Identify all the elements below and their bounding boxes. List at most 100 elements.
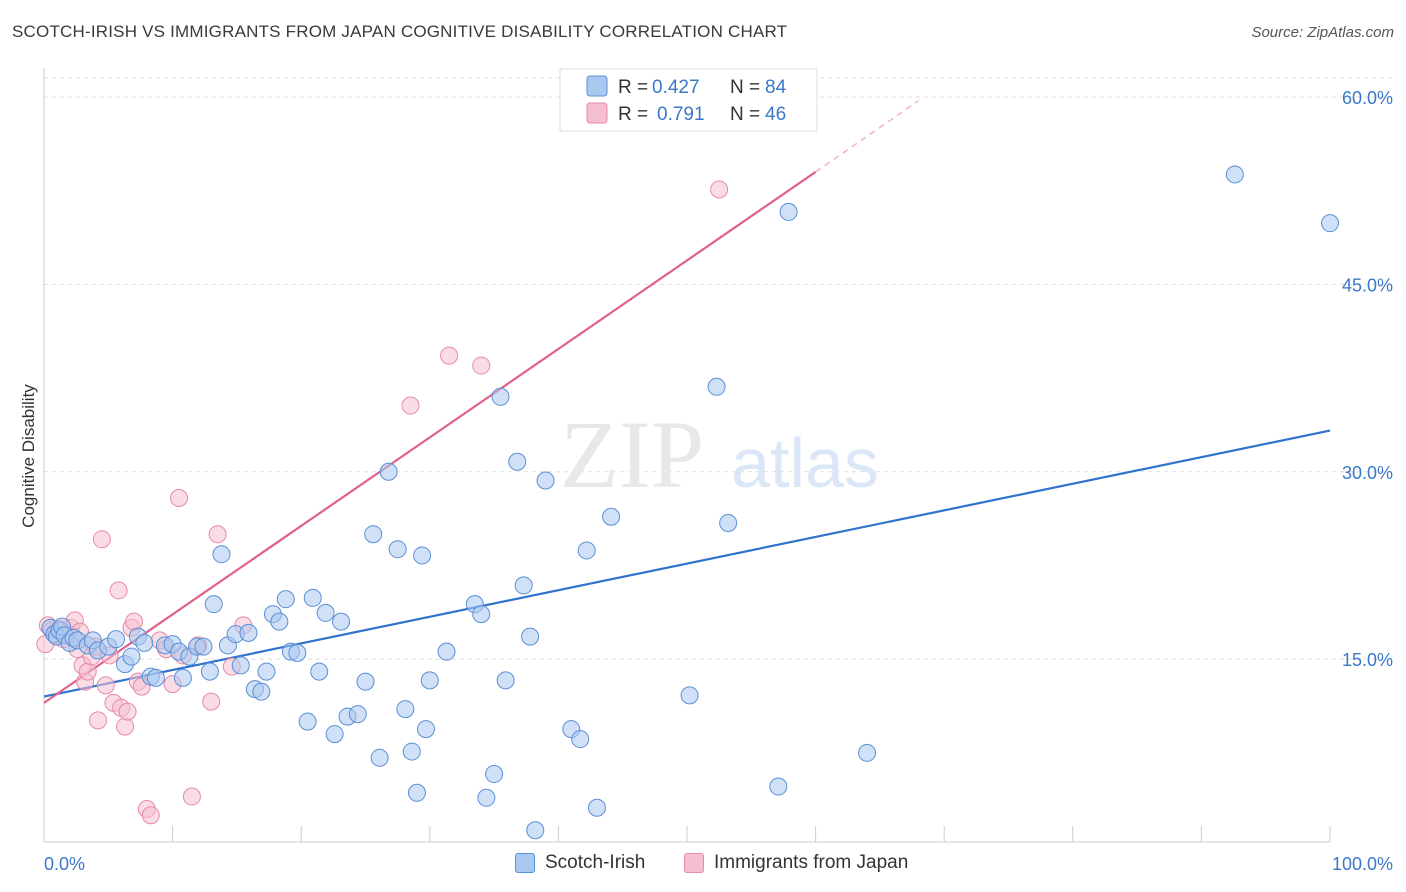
point-immigrants-japan xyxy=(472,356,491,375)
point-scotch-irish xyxy=(135,633,154,652)
point-scotch-irish xyxy=(1321,214,1339,233)
point-immigrants-japan xyxy=(440,346,459,365)
chart-source: Source: ZipAtlas.com xyxy=(1251,24,1394,41)
point-immigrants-japan xyxy=(118,702,137,721)
point-scotch-irish xyxy=(270,612,289,631)
point-scotch-irish xyxy=(587,798,606,817)
point-scotch-irish xyxy=(288,643,307,662)
legend-n-value-2: 46 xyxy=(765,104,786,125)
point-scotch-irish xyxy=(680,686,699,705)
legend-n-label-1: N = xyxy=(730,77,760,98)
point-scotch-irish xyxy=(413,546,432,565)
legend-n-label-2: N = xyxy=(730,104,760,125)
point-immigrants-japan xyxy=(208,525,227,544)
point-scotch-irish xyxy=(514,576,533,595)
y-axis-label: Cognitive Disability xyxy=(19,384,38,528)
point-immigrants-japan xyxy=(401,396,420,415)
point-scotch-irish xyxy=(204,595,223,614)
point-scotch-irish xyxy=(769,777,788,796)
watermark: ZIP atlas xyxy=(560,401,879,508)
point-immigrants-japan xyxy=(141,806,160,825)
legend: R = 0.427 N = 84 R = 0.791 N = 46 xyxy=(559,68,818,132)
point-scotch-irish xyxy=(858,743,877,762)
point-immigrants-japan xyxy=(109,581,128,600)
point-scotch-irish xyxy=(508,452,527,471)
point-scotch-irish xyxy=(107,630,126,649)
point-scotch-irish xyxy=(146,668,165,687)
data-points xyxy=(36,165,1339,840)
legend-r-value-1: 0.427 xyxy=(652,77,700,98)
legend-swatch-blue xyxy=(586,75,608,97)
point-scotch-irish xyxy=(298,712,317,731)
point-scotch-irish xyxy=(491,387,510,406)
scotch-irish-swatch xyxy=(515,853,535,873)
point-immigrants-japan xyxy=(202,692,221,711)
point-scotch-irish xyxy=(420,671,439,690)
point-immigrants-japan xyxy=(125,612,144,631)
watermark-atlas: atlas xyxy=(731,424,879,502)
watermark-zip: ZIP xyxy=(560,401,704,508)
point-scotch-irish xyxy=(310,662,329,681)
trend-line-immigrants-japan-extension xyxy=(815,100,919,173)
bottom-legend: Scotch-Irish Immigrants from Japan xyxy=(0,852,1406,878)
trend-line-scotch-irish xyxy=(43,429,1331,698)
point-scotch-irish xyxy=(356,672,375,691)
axes xyxy=(43,68,1331,843)
legend-label-immigrants-japan: Immigrants from Japan xyxy=(714,852,909,873)
point-scotch-irish xyxy=(477,788,496,807)
point-scotch-irish xyxy=(577,541,596,560)
point-scotch-irish xyxy=(602,507,621,526)
point-scotch-irish xyxy=(231,656,250,675)
point-immigrants-japan xyxy=(170,488,189,507)
legend-item-immigrants-japan: Immigrants from Japan xyxy=(684,852,908,874)
point-immigrants-japan xyxy=(96,676,115,695)
point-scotch-irish xyxy=(407,783,426,802)
chart-title: SCOTCH-IRISH VS IMMIGRANTS FROM JAPAN CO… xyxy=(12,22,788,41)
x-tick-label: 100.0% xyxy=(1332,854,1393,874)
y-tick-label: 45.0% xyxy=(1342,275,1393,295)
point-scotch-irish xyxy=(719,513,738,532)
legend-swatch-pink xyxy=(586,102,608,124)
point-scotch-irish xyxy=(364,525,383,544)
point-scotch-irish xyxy=(526,821,545,840)
point-scotch-irish xyxy=(348,705,367,724)
point-scotch-irish xyxy=(416,720,435,739)
point-scotch-irish xyxy=(396,700,415,719)
point-scotch-irish xyxy=(325,725,344,744)
legend-r-value-2: 0.791 xyxy=(657,104,705,125)
x-tick-label: 0.0% xyxy=(44,854,85,874)
point-scotch-irish xyxy=(212,545,231,564)
point-scotch-irish xyxy=(173,668,192,687)
point-immigrants-japan xyxy=(78,662,97,681)
trend-lines xyxy=(43,100,1331,704)
point-scotch-irish xyxy=(571,730,590,749)
legend-item-scotch-irish: Scotch-Irish xyxy=(515,852,645,874)
point-scotch-irish xyxy=(257,662,276,681)
tick-labels: 15.0% 30.0% 45.0% 60.0% 0.0% 100.0% xyxy=(44,88,1393,874)
point-scotch-irish xyxy=(276,590,295,609)
point-scotch-irish xyxy=(472,605,491,624)
y-tick-label: 60.0% xyxy=(1342,88,1393,108)
point-scotch-irish xyxy=(370,748,389,767)
point-scotch-irish xyxy=(437,642,456,661)
point-scotch-irish xyxy=(496,671,515,690)
legend-r-label-1: R = xyxy=(618,77,648,98)
point-scotch-irish xyxy=(379,462,398,481)
point-immigrants-japan xyxy=(92,530,111,549)
point-scotch-irish xyxy=(316,603,335,622)
point-immigrants-japan xyxy=(182,787,201,806)
point-scotch-irish xyxy=(779,202,798,221)
legend-r-label-2: R = xyxy=(618,104,648,125)
gridlines xyxy=(44,77,1392,660)
y-tick-label: 30.0% xyxy=(1342,463,1393,483)
point-scotch-irish xyxy=(707,377,726,396)
point-immigrants-japan xyxy=(89,711,108,730)
point-scotch-irish xyxy=(536,471,555,490)
point-scotch-irish xyxy=(388,540,407,559)
point-scotch-irish xyxy=(1225,165,1244,184)
trend-line-immigrants-japan xyxy=(43,171,817,704)
legend-label-scotch-irish: Scotch-Irish xyxy=(545,852,646,873)
point-scotch-irish xyxy=(485,765,504,784)
point-immigrants-japan xyxy=(116,717,135,736)
